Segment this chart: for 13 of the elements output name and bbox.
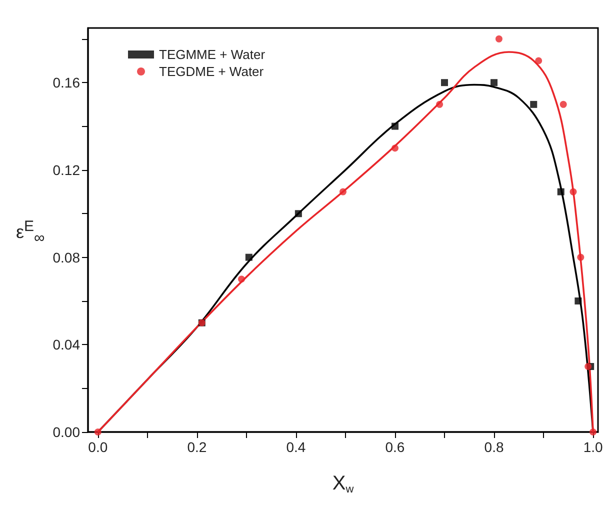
x-tick-label: 0.4 xyxy=(286,439,306,455)
legend-label: TEGMME + Water xyxy=(159,47,266,62)
legend-label: TEGDME + Water xyxy=(159,64,264,79)
x-tick-label: 0.6 xyxy=(385,439,405,455)
x-tick-label: 0.2 xyxy=(187,439,207,455)
y-tick-label: 0.12 xyxy=(52,162,80,178)
y-tick-label: 0.00 xyxy=(52,424,80,440)
x-tick-label: 0.8 xyxy=(484,439,504,455)
x-tick-label: 0.0 xyxy=(88,439,108,455)
x-tick-label: 1.0 xyxy=(583,439,603,455)
y-tick-label: 0.08 xyxy=(52,249,80,266)
y-tick-label: 0.04 xyxy=(52,336,80,353)
y-tick-label: 0.16 xyxy=(52,74,80,91)
